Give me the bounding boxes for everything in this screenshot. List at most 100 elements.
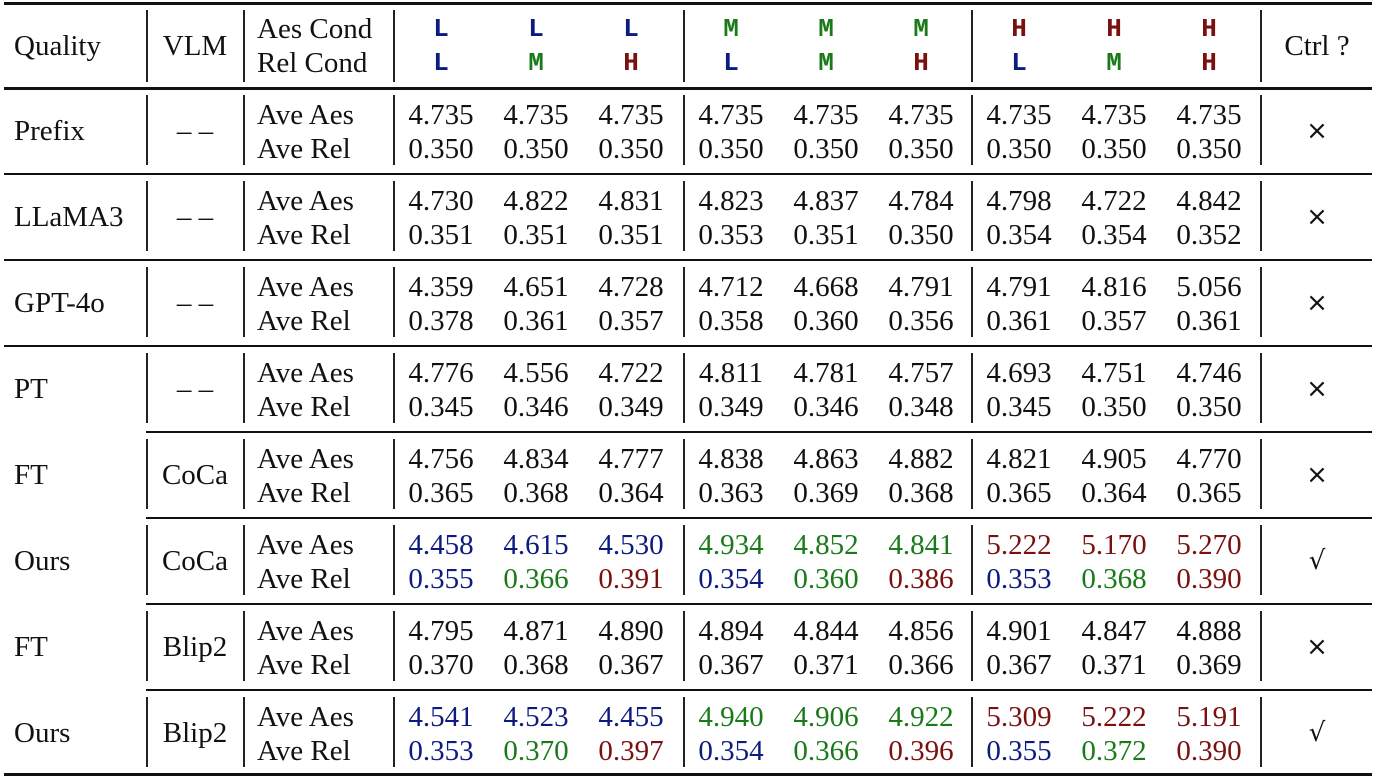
aes-value: 4.837	[793, 185, 859, 217]
cross-icon: ×	[1306, 202, 1328, 232]
aes-value: 4.556	[503, 357, 569, 389]
aes-value: 4.735	[888, 99, 954, 131]
rel-value: 0.346	[793, 391, 859, 423]
column-divider	[243, 181, 245, 251]
aes-cond-label: Aes Cond	[257, 13, 373, 45]
column-divider	[1260, 697, 1262, 767]
column-divider	[1260, 611, 1262, 681]
aes-value: 4.871	[503, 615, 569, 647]
column-divider	[146, 10, 148, 82]
column-divider	[243, 95, 245, 165]
column-divider	[146, 697, 148, 767]
rel-value: 0.386	[888, 563, 954, 595]
aes-value: 4.781	[793, 357, 859, 389]
aes-level-7: H	[1011, 14, 1027, 44]
aes-value: 4.852	[793, 529, 859, 561]
header-conditions: Aes Cond Rel Cond	[257, 8, 393, 84]
metric-label-aes: Ave Aes	[257, 271, 354, 303]
column-divider	[971, 439, 973, 509]
column-divider	[243, 267, 245, 337]
rel-value: 0.369	[793, 477, 859, 509]
column-divider	[243, 439, 245, 509]
column-divider	[393, 697, 395, 767]
column-divider	[971, 353, 973, 423]
rel-value: 0.357	[1081, 305, 1147, 337]
rel-cond-label: Rel Cond	[257, 47, 368, 79]
rel-value: 0.350	[1176, 391, 1242, 423]
column-divider	[683, 267, 685, 337]
column-divider	[971, 267, 973, 337]
rel-value: 0.366	[503, 563, 569, 595]
column-divider	[1260, 439, 1262, 509]
rel-value: 0.357	[598, 305, 664, 337]
header-quality: Quality	[14, 8, 139, 84]
rel-value: 0.368	[503, 649, 569, 681]
vlm-header-label: VLM	[162, 30, 228, 62]
top-rule	[4, 2, 1372, 5]
aes-value: 4.712	[698, 271, 764, 303]
rel-value: 0.391	[598, 563, 664, 595]
aes-value: 4.838	[698, 443, 764, 475]
rel-value: 0.350	[503, 133, 569, 165]
rel-level-2: M	[528, 48, 544, 78]
header-vlm: VLM	[147, 8, 243, 84]
rel-value: 0.364	[1081, 477, 1147, 509]
rel-value: 0.350	[1081, 133, 1147, 165]
aes-value: 4.822	[503, 185, 569, 217]
aes-value: 4.359	[408, 271, 474, 303]
column-divider	[146, 181, 148, 251]
metric-label-rel: Ave Rel	[257, 649, 351, 681]
rel-value: 0.355	[986, 735, 1052, 767]
column-divider	[393, 10, 395, 82]
rel-value: 0.350	[793, 133, 859, 165]
quality-cell: FT	[14, 459, 48, 491]
vlm-cell: – –	[176, 201, 214, 233]
rel-value: 0.346	[503, 391, 569, 423]
rel-value: 0.390	[1176, 735, 1242, 767]
column-divider	[683, 697, 685, 767]
column-divider	[683, 10, 685, 82]
quality-cell: FT	[14, 631, 48, 663]
rel-value: 0.354	[986, 219, 1052, 251]
aes-value: 5.170	[1081, 529, 1147, 561]
metric-label-aes: Ave Aes	[257, 99, 354, 131]
aes-value: 4.795	[408, 615, 474, 647]
aes-value: 4.735	[408, 99, 474, 131]
column-divider	[1260, 10, 1262, 82]
aes-level-9: H	[1201, 14, 1217, 44]
rel-level-7: L	[1011, 48, 1027, 78]
rel-value: 0.361	[503, 305, 569, 337]
row-separator	[4, 259, 1372, 261]
rel-value: 0.367	[598, 649, 664, 681]
rel-value: 0.358	[698, 305, 764, 337]
aes-value: 4.728	[598, 271, 664, 303]
column-divider	[393, 353, 395, 423]
rel-value: 0.351	[793, 219, 859, 251]
rel-value: 0.354	[698, 735, 764, 767]
aes-value: 4.823	[698, 185, 764, 217]
rel-level-4: L	[723, 48, 739, 78]
rel-value: 0.378	[408, 305, 474, 337]
aes-value: 4.905	[1081, 443, 1147, 475]
aes-value: 4.693	[986, 357, 1052, 389]
rel-value: 0.348	[888, 391, 954, 423]
rel-value: 0.352	[1176, 219, 1242, 251]
aes-value: 4.888	[1176, 615, 1242, 647]
aes-value: 4.906	[793, 701, 859, 733]
check-icon: √	[1308, 718, 1326, 748]
rel-value: 0.351	[408, 219, 474, 251]
aes-value: 4.842	[1176, 185, 1242, 217]
rel-value: 0.360	[793, 305, 859, 337]
aes-value: 4.730	[408, 185, 474, 217]
aes-level-2: L	[528, 14, 544, 44]
aes-value: 4.901	[986, 615, 1052, 647]
column-divider	[1260, 267, 1262, 337]
cross-icon: ×	[1306, 288, 1328, 318]
quality-cell: Ours	[14, 545, 71, 577]
cross-icon: ×	[1306, 374, 1328, 404]
column-divider	[971, 525, 973, 595]
column-divider	[971, 10, 973, 82]
column-divider	[393, 439, 395, 509]
aes-value: 4.844	[793, 615, 859, 647]
column-divider	[243, 611, 245, 681]
